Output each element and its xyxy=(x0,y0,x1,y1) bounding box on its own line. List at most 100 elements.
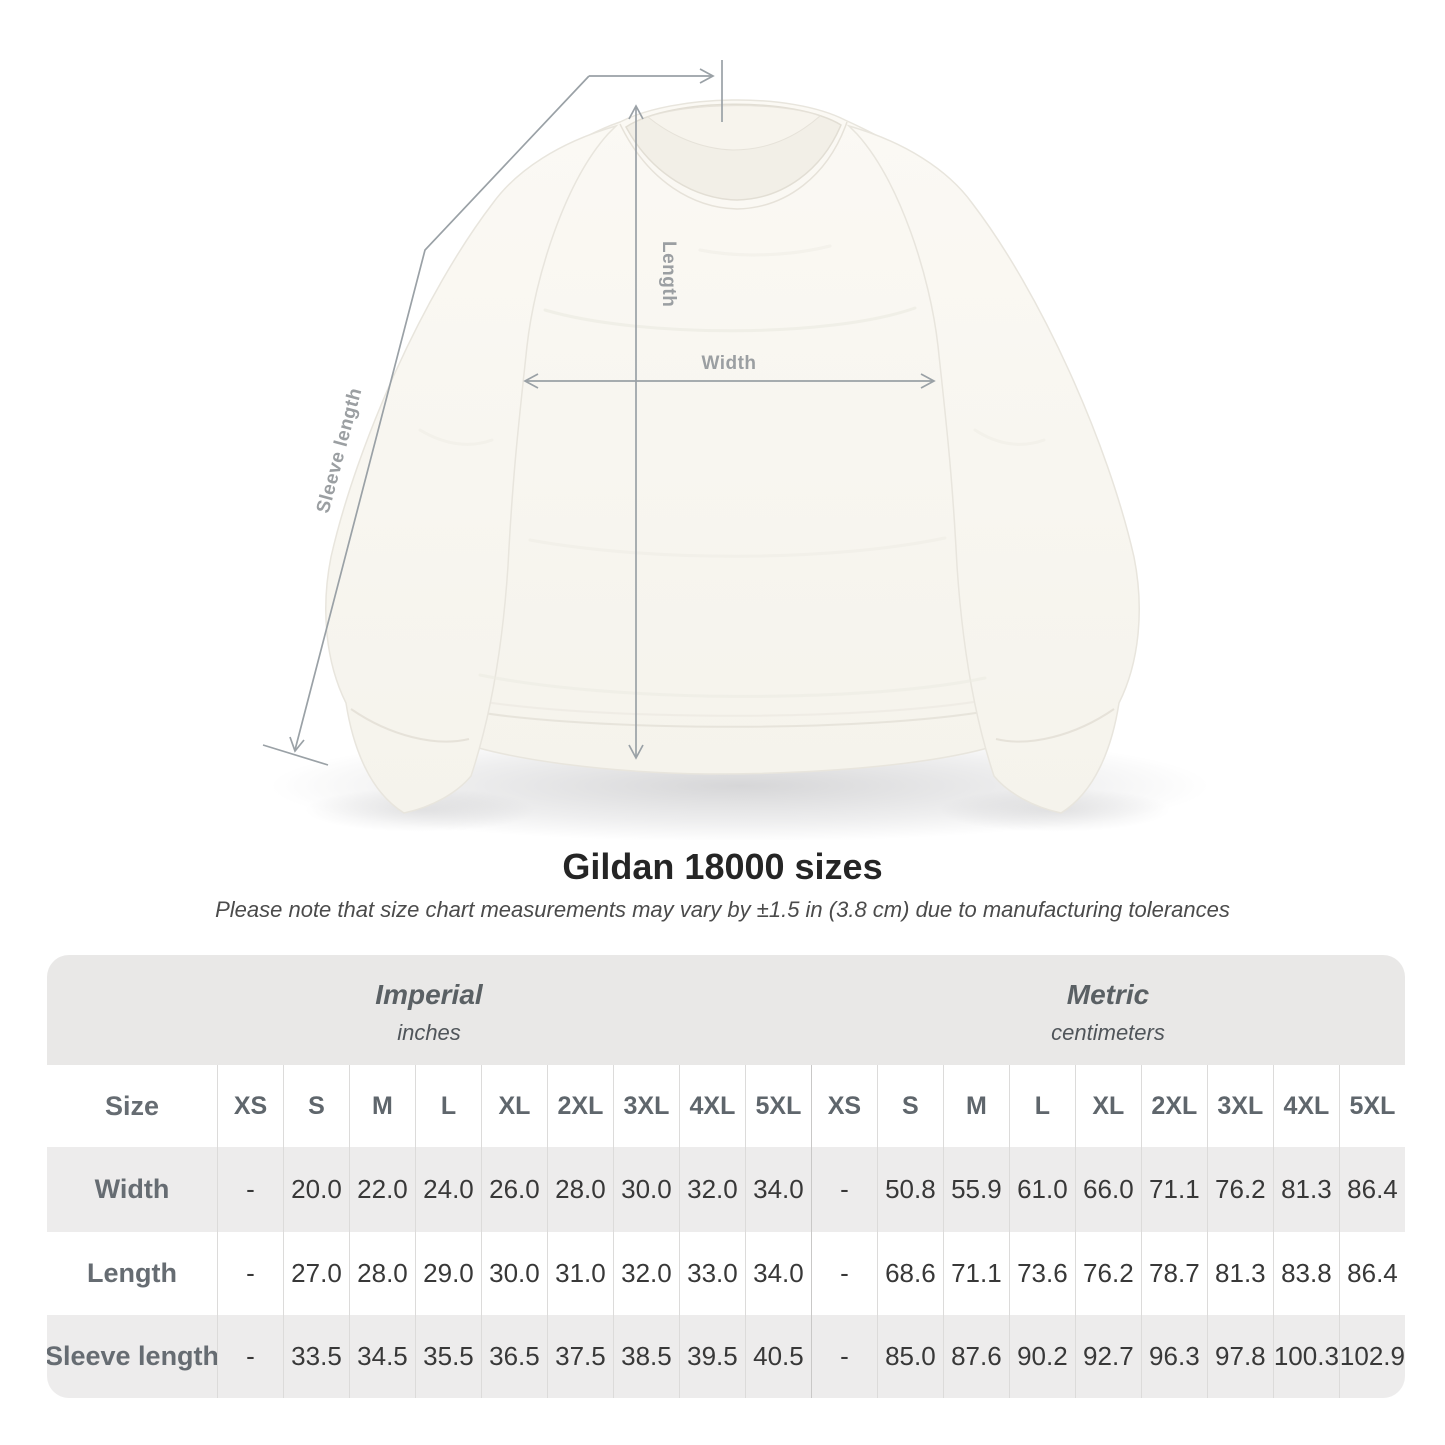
row-label: Sleeve length xyxy=(47,1315,219,1398)
size-header-cell: 5XL xyxy=(744,1065,811,1147)
value-cell: 30.0 xyxy=(480,1232,547,1315)
value-cell: 71.1 xyxy=(1140,1147,1207,1232)
size-header-cell: L xyxy=(414,1065,481,1147)
value-cell: 81.3 xyxy=(1272,1147,1339,1232)
size-header-cell: XS xyxy=(217,1065,283,1147)
hem-seam xyxy=(455,707,1006,728)
value-cell: 32.0 xyxy=(678,1147,745,1232)
value-cell: 39.5 xyxy=(678,1315,745,1398)
size-header-cell: S xyxy=(876,1065,943,1147)
width-label: Width xyxy=(701,353,756,374)
size-header-cell: L xyxy=(1008,1065,1075,1147)
value-cell: 68.6 xyxy=(876,1232,943,1315)
value-cell: 76.2 xyxy=(1206,1147,1273,1232)
value-cell: 26.0 xyxy=(480,1147,547,1232)
value-cell: 35.5 xyxy=(414,1315,481,1398)
value-cell: 55.9 xyxy=(942,1147,1009,1232)
value-cell: - xyxy=(810,1147,877,1232)
value-cell: - xyxy=(217,1147,283,1232)
value-cell: 76.2 xyxy=(1074,1232,1141,1315)
value-cell: 33.0 xyxy=(678,1232,745,1315)
value-cell: 81.3 xyxy=(1206,1232,1273,1315)
value-cell: 28.0 xyxy=(546,1147,613,1232)
value-cell: 30.0 xyxy=(612,1147,679,1232)
imperial-header: Imperial inches xyxy=(47,955,811,1065)
value-cell: 71.1 xyxy=(942,1232,1009,1315)
value-cell: - xyxy=(810,1315,877,1398)
value-cell: 61.0 xyxy=(1008,1147,1075,1232)
imperial-name: Imperial xyxy=(375,978,483,1010)
value-cell: 20.0 xyxy=(282,1147,349,1232)
value-cell: 31.0 xyxy=(546,1232,613,1315)
size-header-cell: M xyxy=(348,1065,415,1147)
metric-name: Metric xyxy=(1066,978,1150,1010)
value-cell: 78.7 xyxy=(1140,1232,1207,1315)
size-header-cell: 2XL xyxy=(546,1065,613,1147)
size-header-cell: 5XL xyxy=(1338,1065,1405,1147)
value-cell: 38.5 xyxy=(612,1315,679,1398)
value-cell: 34.5 xyxy=(348,1315,415,1398)
size-header-cell: S xyxy=(282,1065,349,1147)
value-cell: 29.0 xyxy=(414,1232,481,1315)
right-cuff-seam xyxy=(995,708,1115,743)
unit-header-band: Imperial inches Metric centimeters xyxy=(47,955,1405,1065)
value-cell: 83.8 xyxy=(1272,1232,1339,1315)
value-cell: - xyxy=(810,1232,877,1315)
value-cell: 27.0 xyxy=(282,1232,349,1315)
cuff-shadow-left xyxy=(305,788,535,832)
center-reference-arrow xyxy=(589,60,723,122)
value-cell: - xyxy=(217,1232,283,1315)
right-sleeve xyxy=(846,124,1140,814)
size-table: Imperial inches Metric centimeters Size … xyxy=(47,955,1405,1398)
collar-inner-back xyxy=(646,105,821,151)
size-header-cell: 4XL xyxy=(1272,1065,1339,1147)
size-header-cell: M xyxy=(942,1065,1009,1147)
size-grid: Size XS S M L XL 2XL 3XL 4XL 5XL XS S M … xyxy=(47,1065,1405,1398)
value-cell: 34.0 xyxy=(744,1147,811,1232)
value-cell: - xyxy=(217,1315,283,1398)
size-header-cell: XL xyxy=(1074,1065,1141,1147)
value-cell: 24.0 xyxy=(414,1147,481,1232)
value-cell: 87.6 xyxy=(942,1315,1009,1398)
sleeve-length-arrow xyxy=(262,75,590,766)
value-cell: 34.0 xyxy=(744,1232,811,1315)
value-cell: 102.9 xyxy=(1338,1315,1405,1398)
value-cell: 40.5 xyxy=(744,1315,811,1398)
metric-header: Metric centimeters xyxy=(811,955,1405,1065)
left-sleeve xyxy=(325,124,619,814)
value-cell: 90.2 xyxy=(1008,1315,1075,1398)
value-cell: 22.0 xyxy=(348,1147,415,1232)
width-arrow xyxy=(523,373,936,389)
value-cell: 33.5 xyxy=(282,1315,349,1398)
hem-seam-2 xyxy=(457,696,1004,717)
length-label: Length xyxy=(658,241,679,307)
size-header-cell: 3XL xyxy=(612,1065,679,1147)
value-cell: 66.0 xyxy=(1074,1147,1141,1232)
value-cell: 36.5 xyxy=(480,1315,547,1398)
value-cell: 32.0 xyxy=(612,1232,679,1315)
size-header-cell: 3XL xyxy=(1206,1065,1273,1147)
size-header-cell: 2XL xyxy=(1140,1065,1207,1147)
value-cell: 85.0 xyxy=(876,1315,943,1398)
value-cell: 50.8 xyxy=(876,1147,943,1232)
imperial-unit: inches xyxy=(397,1019,461,1045)
metric-unit: centimeters xyxy=(1051,1019,1165,1045)
size-header-cell: XL xyxy=(480,1065,547,1147)
value-cell: 96.3 xyxy=(1140,1315,1207,1398)
value-cell: 86.4 xyxy=(1338,1147,1405,1232)
left-cuff-seam xyxy=(350,708,470,743)
value-cell: 28.0 xyxy=(348,1232,415,1315)
value-cell: 86.4 xyxy=(1338,1232,1405,1315)
size-header-cell: XS xyxy=(810,1065,877,1147)
page-title: Gildan 18000 sizes xyxy=(562,846,883,887)
value-cell: 97.8 xyxy=(1206,1315,1273,1398)
sweatshirt-diagram: Length Width Sleeve length xyxy=(262,60,1210,840)
length-arrow xyxy=(628,104,644,760)
row-label: Length xyxy=(47,1232,217,1315)
value-cell: 73.6 xyxy=(1008,1232,1075,1315)
value-cell: 92.7 xyxy=(1074,1315,1141,1398)
value-cell: 100.3 xyxy=(1272,1315,1339,1398)
tolerance-note: Please note that size chart measurements… xyxy=(215,897,1230,922)
collar-outer-seam xyxy=(619,121,848,210)
